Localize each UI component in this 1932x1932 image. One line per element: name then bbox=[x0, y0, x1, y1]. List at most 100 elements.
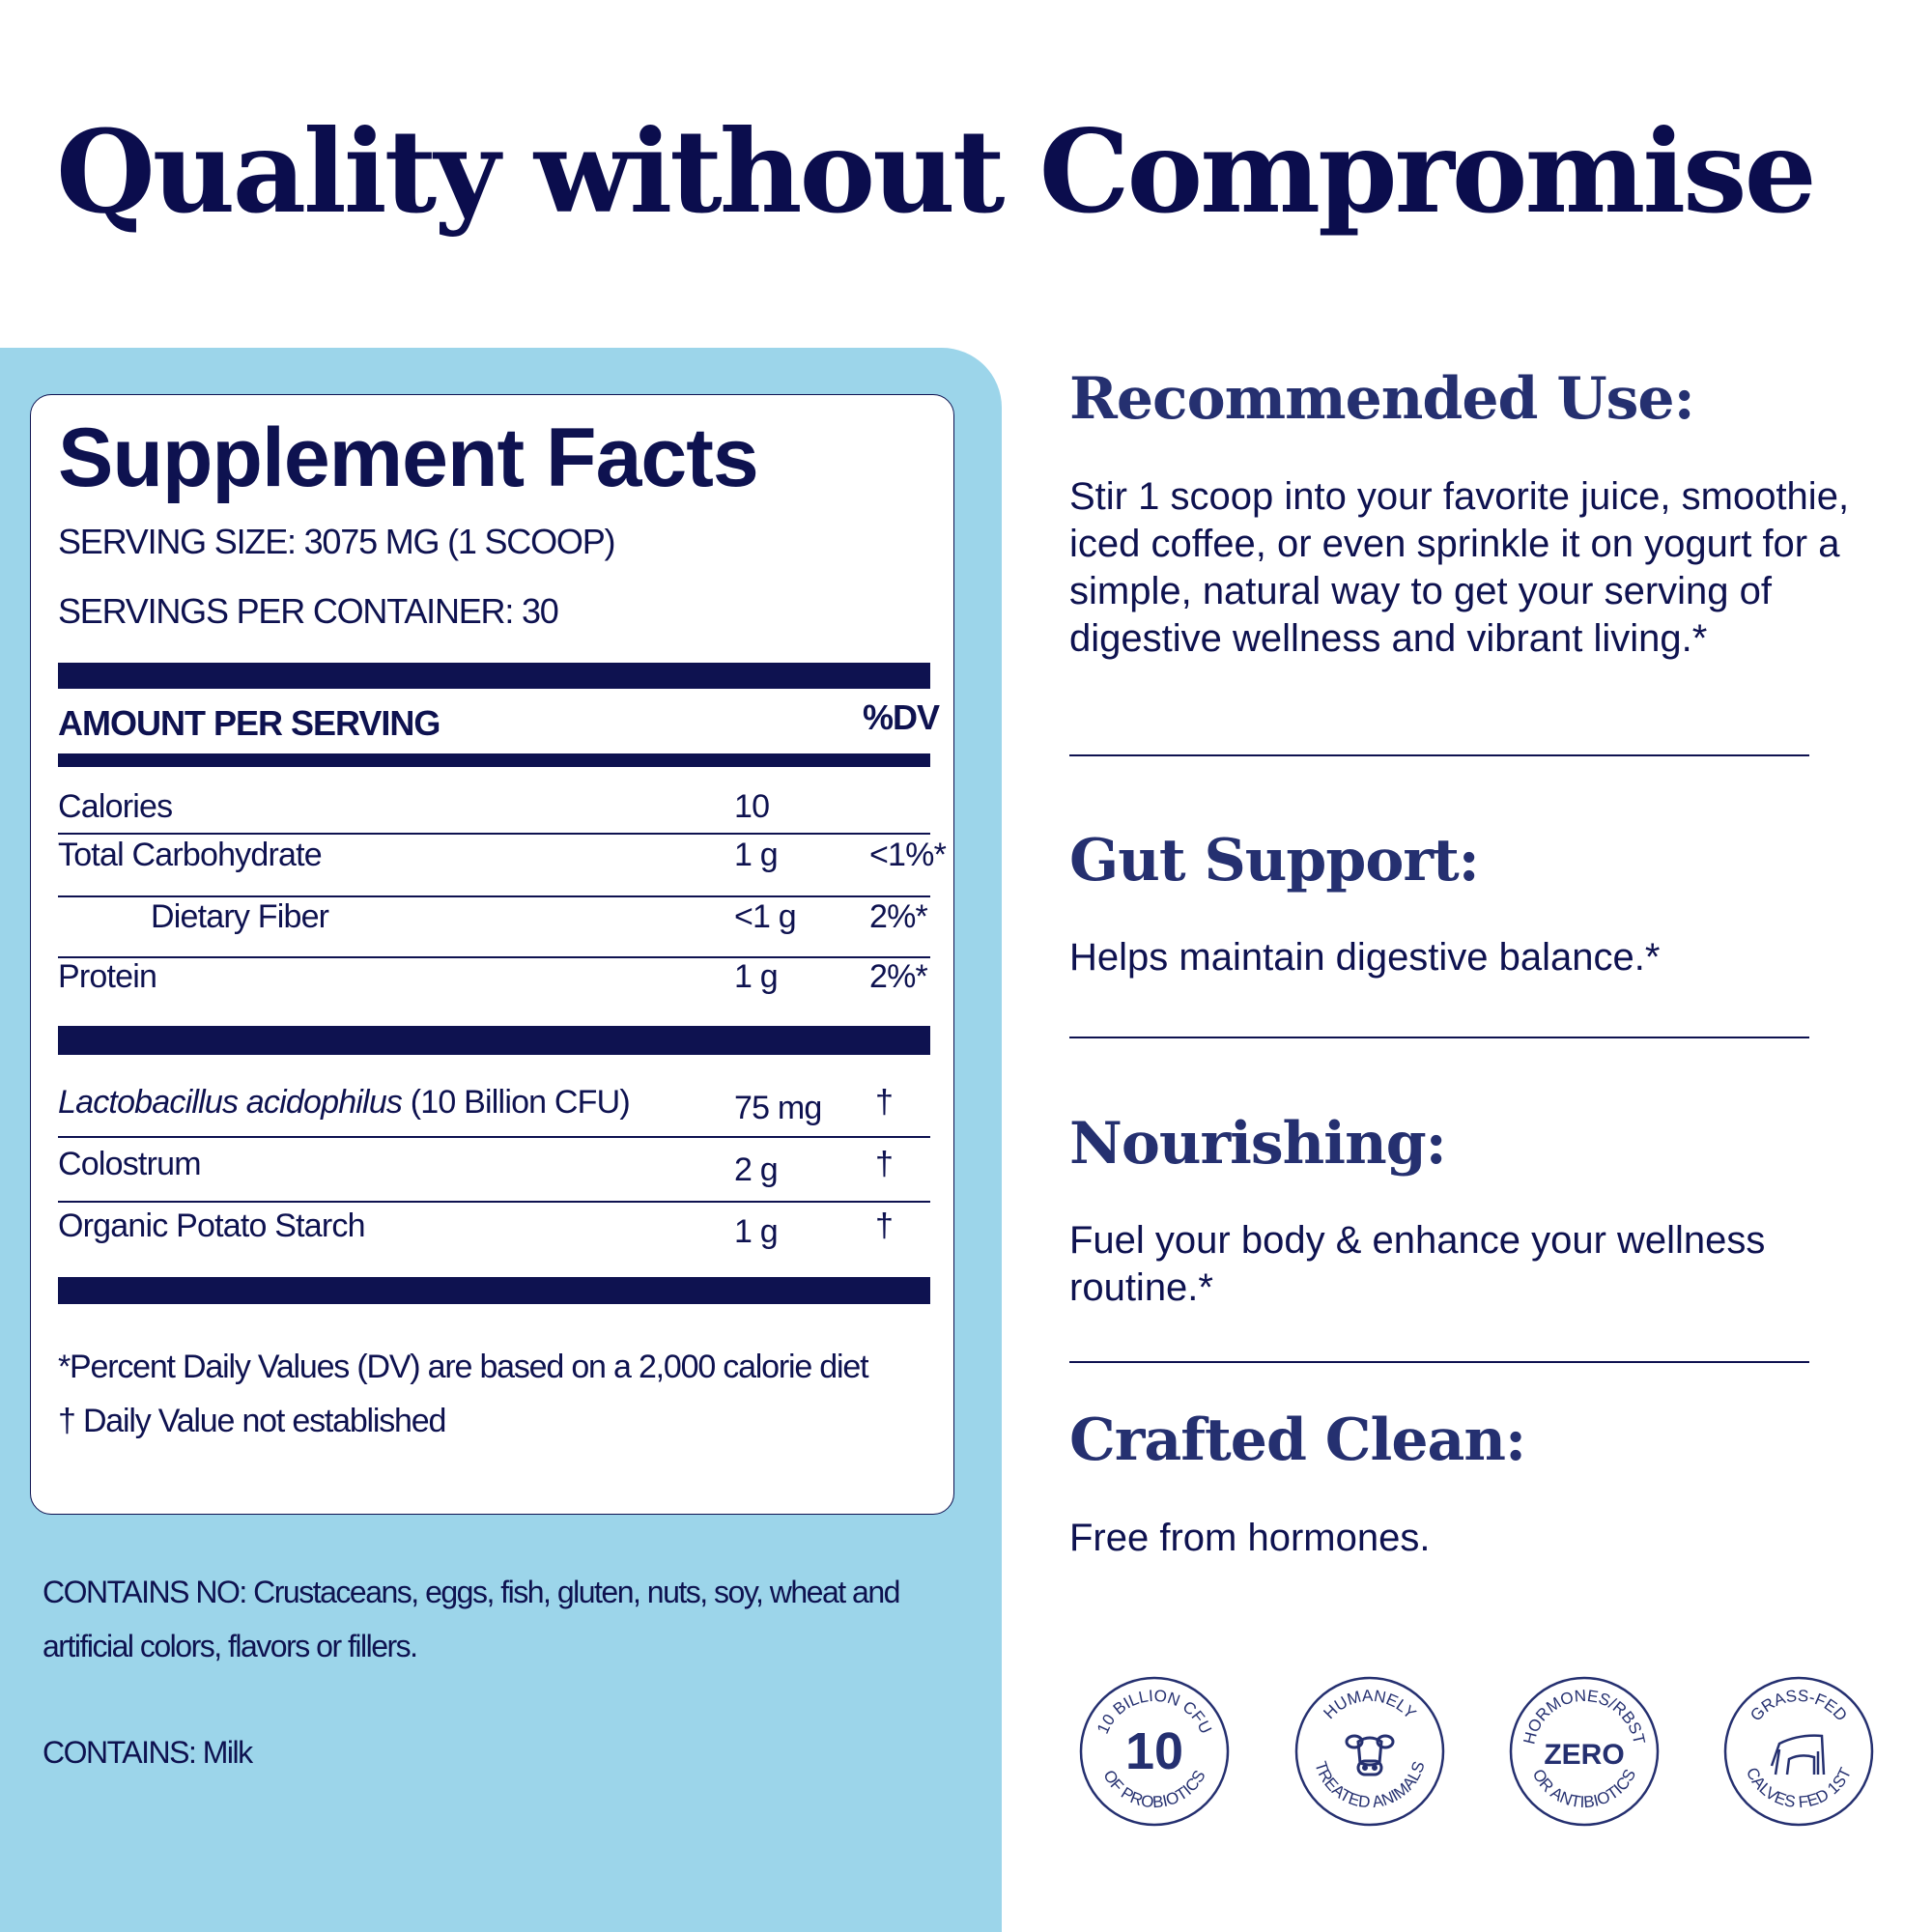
heading-nourishing: Nourishing: bbox=[1069, 1110, 1447, 1178]
nutrient-amount: 1 g bbox=[734, 958, 779, 996]
badge-circle bbox=[1079, 1676, 1230, 1827]
svg-text:HORMONES/RBST: HORMONES/RBST bbox=[1520, 1687, 1648, 1747]
nutrient-name: Protein bbox=[58, 958, 157, 995]
svg-text:OR ANTIBIOTICS: OR ANTIBIOTICS bbox=[1529, 1766, 1640, 1811]
badge-1: HUMANELY TREATED ANIMALS bbox=[1294, 1676, 1445, 1827]
heading-crafted-clean: Crafted Clean: bbox=[1069, 1406, 1526, 1474]
serving-size-text: SERVING SIZE: 3075 MG (1 SCOOP) bbox=[58, 522, 616, 561]
contains-no: CONTAINS NO: Crustaceans, eggs, fish, gl… bbox=[43, 1575, 900, 1610]
svg-text:HUMANELY: HUMANELY bbox=[1321, 1687, 1420, 1722]
footnote-dv: *Percent Daily Values (DV) are based on … bbox=[58, 1349, 869, 1386]
badge-center-text: 10 bbox=[1125, 1722, 1183, 1780]
supplement-facts-title-text: Supplement Facts bbox=[58, 412, 759, 504]
nutrient-row: Protein bbox=[58, 958, 157, 996]
row-divider bbox=[58, 956, 930, 958]
page-title: Quality without Compromise bbox=[56, 104, 1817, 239]
ingredient-dv-text: † bbox=[875, 1084, 894, 1121]
heading-gut-support: Gut Support: bbox=[1069, 827, 1480, 895]
badge-top-text: GRASS-FED bbox=[1747, 1687, 1851, 1725]
text-recommended-use: Stir 1 scoop into your favorite juice, s… bbox=[1069, 475, 1850, 660]
badge-circle bbox=[1294, 1676, 1445, 1827]
ingredient-row: Organic Potato Starch bbox=[58, 1208, 366, 1245]
nutrient-amount: 10 bbox=[734, 788, 770, 826]
contains-no-cont: artificial colors, flavors or fillers. bbox=[43, 1629, 418, 1664]
ingredient-row: Lactobacillus acidophilus (10 Billion CF… bbox=[58, 1084, 631, 1122]
nutrient-dv: 2%* bbox=[869, 898, 928, 936]
ingredient-amount-text: 2 g bbox=[734, 1151, 779, 1188]
ingredient-dv-text: † bbox=[875, 1146, 894, 1182]
badge-center-text: ZERO bbox=[1544, 1739, 1624, 1771]
ingredient-dv: † bbox=[875, 1208, 894, 1245]
ingredient-name-italic: Lactobacillus acidophilus bbox=[58, 1084, 403, 1121]
nutrient-name: Total Carbohydrate bbox=[58, 837, 323, 873]
nutrient-dv: <1%* bbox=[869, 837, 947, 874]
nutrient-row: Total Carbohydrate bbox=[58, 837, 323, 874]
dv-header: %DV bbox=[863, 697, 940, 738]
supplement-facts-title: Supplement Facts bbox=[58, 411, 759, 506]
amount-header-text: AMOUNT PER SERVING bbox=[58, 703, 440, 743]
ingredient-amount: 75 mg bbox=[734, 1090, 822, 1127]
text-crafted-clean: Free from hormones. bbox=[1069, 1517, 1431, 1559]
nutrient-dv: 2%* bbox=[869, 958, 928, 996]
divider bbox=[1069, 1361, 1809, 1363]
svg-text:TREATED ANIMALS: TREATED ANIMALS bbox=[1311, 1759, 1428, 1811]
nutrient-name: Calories bbox=[58, 788, 173, 825]
row-divider bbox=[58, 833, 930, 835]
row-divider bbox=[58, 895, 930, 897]
contains-milk: CONTAINS: Milk bbox=[43, 1735, 253, 1771]
cow-face-icon bbox=[1345, 1734, 1395, 1776]
nutrient-dv-text: 2%* bbox=[869, 958, 928, 995]
badge-3: GRASS-FED CALVES FED 1ST bbox=[1723, 1676, 1874, 1827]
svg-text:GRASS-FED: GRASS-FED bbox=[1747, 1687, 1851, 1725]
ingredient-amount-text: 1 g bbox=[734, 1213, 779, 1250]
badge-circle bbox=[1509, 1676, 1660, 1827]
badge-bottom-text: OR ANTIBIOTICS bbox=[1529, 1766, 1640, 1811]
servings-text: SERVINGS PER CONTAINER: 30 bbox=[58, 591, 559, 631]
nutrient-amount: 1 g bbox=[734, 837, 779, 874]
cow-calf-icon bbox=[1770, 1734, 1826, 1776]
thick-divider bbox=[58, 663, 930, 689]
medium-divider bbox=[58, 753, 930, 767]
ingredient-row: Colostrum bbox=[58, 1146, 202, 1183]
svg-text:CALVES FED 1ST: CALVES FED 1ST bbox=[1743, 1765, 1855, 1812]
dv-header-text: %DV bbox=[863, 697, 940, 737]
ingredient-name: (10 Billion CFU) bbox=[402, 1084, 631, 1121]
contains-milk-text: CONTAINS: Milk bbox=[43, 1735, 253, 1770]
text-nourishing: Fuel your body & enhance your wellness r… bbox=[1069, 1219, 1766, 1309]
ingredient-name: Colostrum bbox=[58, 1146, 202, 1182]
nutrient-amount: <1 g bbox=[734, 898, 797, 936]
row-divider bbox=[58, 1201, 930, 1203]
footnote-dv-text: *Percent Daily Values (DV) are based on … bbox=[58, 1349, 869, 1385]
heading-recommended-use: Recommended Use: bbox=[1069, 365, 1695, 433]
ingredient-name: Organic Potato Starch bbox=[58, 1208, 366, 1244]
ingredient-dv: † bbox=[875, 1084, 894, 1122]
badge-top-text: HUMANELY bbox=[1321, 1687, 1420, 1722]
nutrient-dv-text: <1%* bbox=[869, 837, 947, 873]
thick-divider bbox=[58, 1026, 930, 1055]
nutrient-amount-text: 10 bbox=[734, 788, 770, 825]
contains-no-line2: artificial colors, flavors or fillers. bbox=[43, 1629, 418, 1663]
footnote-dagger: † Daily Value not established bbox=[58, 1403, 446, 1440]
thick-divider bbox=[58, 1277, 930, 1304]
nutrient-name: Dietary Fiber bbox=[151, 898, 329, 935]
row-divider bbox=[58, 1136, 930, 1138]
nutrient-row: Dietary Fiber bbox=[151, 898, 329, 936]
nutrient-amount-text: 1 g bbox=[734, 958, 779, 995]
nutrient-dv-text: 2%* bbox=[869, 898, 928, 935]
badge-top-text: HORMONES/RBST bbox=[1520, 1687, 1648, 1747]
serving-size: SERVING SIZE: 3075 MG (1 SCOOP) bbox=[58, 522, 616, 562]
nutrient-row: Calories bbox=[58, 788, 173, 826]
text-gut-support: Helps maintain digestive balance.* bbox=[1069, 936, 1661, 979]
badge-bottom-text: CALVES FED 1ST bbox=[1743, 1765, 1855, 1812]
divider bbox=[1069, 1037, 1809, 1038]
ingredient-amount: 1 g bbox=[734, 1213, 779, 1251]
ingredient-dv: † bbox=[875, 1146, 894, 1183]
badge-2: HORMONES/RBST OR ANTIBIOTICS ZERO bbox=[1509, 1676, 1660, 1827]
ingredient-dv-text: † bbox=[875, 1208, 894, 1244]
contains-no-line1: CONTAINS NO: Crustaceans, eggs, fish, gl… bbox=[43, 1575, 900, 1609]
badge-bottom-text: TREATED ANIMALS bbox=[1311, 1759, 1428, 1811]
servings-per-container: SERVINGS PER CONTAINER: 30 bbox=[58, 591, 559, 632]
footnote-dagger-text: † Daily Value not established bbox=[58, 1403, 446, 1439]
amount-header: AMOUNT PER SERVING bbox=[58, 703, 440, 744]
badge-circle bbox=[1723, 1676, 1874, 1827]
